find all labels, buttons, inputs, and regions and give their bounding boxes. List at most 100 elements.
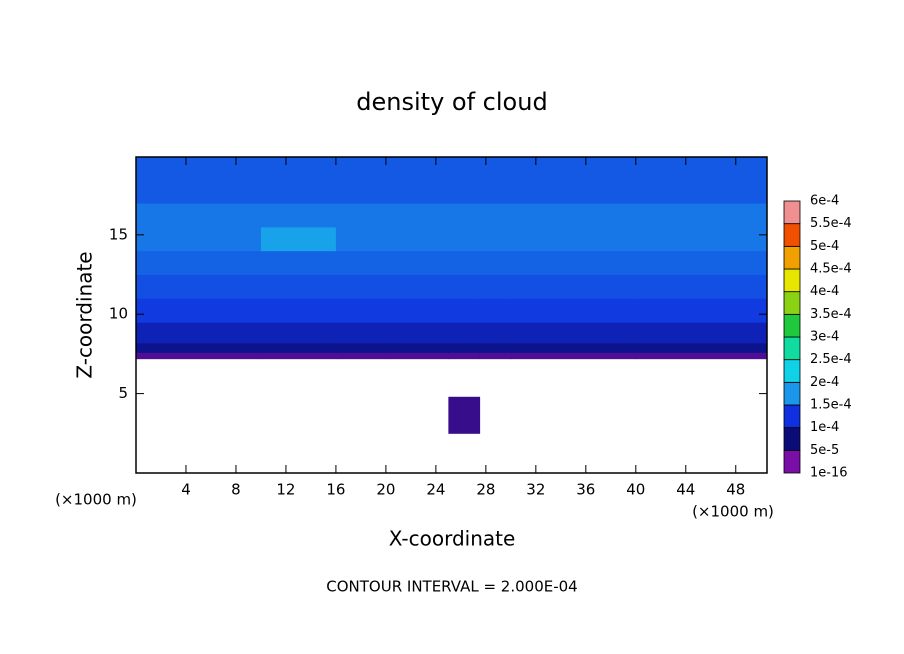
contour-cell bbox=[479, 226, 512, 252]
colorbar-label: 5e-5 bbox=[810, 443, 839, 458]
contour-cell bbox=[448, 226, 481, 252]
contour-cell bbox=[260, 342, 337, 353]
colorbar-box bbox=[783, 336, 801, 361]
colorbar-box bbox=[783, 245, 801, 270]
contour-cell bbox=[260, 322, 337, 344]
colorbar-box bbox=[783, 427, 801, 451]
contour-cell bbox=[448, 274, 481, 299]
contour-cell bbox=[635, 203, 768, 228]
y-tick-label: 15 bbox=[109, 225, 128, 243]
contour-cell bbox=[260, 274, 337, 299]
contour-cell bbox=[335, 250, 387, 276]
contour-cell bbox=[448, 396, 481, 434]
colorbar-box bbox=[783, 268, 801, 293]
contour-cell bbox=[136, 274, 262, 299]
colorbar-label: 1e-16 bbox=[810, 466, 848, 481]
colorbar-label: 1.5e-4 bbox=[810, 398, 852, 413]
colorbar-box bbox=[783, 223, 801, 247]
colorbar-box bbox=[783, 359, 801, 383]
colorbar-label: 2.5e-4 bbox=[810, 352, 852, 367]
contour-cell bbox=[479, 352, 512, 360]
contour-cell bbox=[448, 342, 481, 353]
colorbar-label: 1e-4 bbox=[810, 420, 839, 435]
contour-cell bbox=[510, 226, 637, 252]
contour-cell bbox=[635, 352, 768, 360]
x-tick-label: 8 bbox=[231, 481, 241, 499]
contour-cell bbox=[260, 352, 337, 360]
colorbar-label: 4.5e-4 bbox=[810, 262, 852, 277]
contour-cell bbox=[479, 322, 512, 344]
contour-cell bbox=[385, 298, 449, 323]
x-axis-label: X-coordinate bbox=[389, 527, 516, 551]
contour-cell bbox=[479, 203, 512, 228]
contour-cell bbox=[479, 250, 512, 276]
contour-cell bbox=[385, 322, 449, 344]
contour-cell bbox=[335, 274, 387, 299]
x-tick-label: 12 bbox=[276, 481, 295, 499]
y-unit-label: (×1000 m) bbox=[55, 491, 137, 509]
contour-cell bbox=[448, 250, 481, 276]
colorbar-label: 4e-4 bbox=[810, 284, 839, 299]
contour-cell bbox=[448, 352, 481, 360]
x-tick-label: 32 bbox=[526, 481, 545, 499]
contour-cell bbox=[510, 250, 637, 276]
contour-cell bbox=[136, 157, 262, 204]
colorbar-label: 3e-4 bbox=[810, 330, 839, 345]
x-tick-label: 16 bbox=[326, 481, 345, 499]
contour-cell bbox=[510, 342, 637, 353]
contour-cell bbox=[510, 352, 637, 360]
contour-cell bbox=[385, 342, 449, 353]
contour-cell bbox=[635, 298, 768, 323]
y-tick-label: 10 bbox=[109, 305, 128, 323]
colorbar-label: 6e-4 bbox=[810, 194, 839, 209]
contour-cell bbox=[335, 352, 387, 360]
colorbar-box bbox=[783, 313, 801, 338]
contour-cell bbox=[136, 298, 262, 323]
x-tick-label: 24 bbox=[426, 481, 445, 499]
colorbar-box bbox=[783, 404, 801, 429]
contour-cell bbox=[385, 352, 449, 360]
colorbar-box bbox=[783, 449, 801, 474]
x-tick-label: 48 bbox=[726, 481, 745, 499]
contour-cell bbox=[635, 342, 768, 353]
contour-cell bbox=[448, 322, 481, 344]
contour-cell bbox=[335, 322, 387, 344]
contour-cell bbox=[479, 298, 512, 323]
x-tick-label: 4 bbox=[181, 481, 191, 499]
x-unit-label: (×1000 m) bbox=[692, 503, 774, 521]
y-axis-label: Z-coordinate bbox=[73, 251, 97, 378]
x-tick-label: 36 bbox=[576, 481, 595, 499]
contour-cell bbox=[635, 322, 768, 344]
colorbar-box bbox=[783, 291, 801, 315]
colorbar-label: 2e-4 bbox=[810, 375, 839, 390]
y-tick-label: 5 bbox=[118, 384, 128, 402]
contour-cell bbox=[385, 274, 449, 299]
contour-cell bbox=[448, 203, 481, 228]
chart-title: density of cloud bbox=[356, 88, 547, 116]
contour-cell bbox=[448, 157, 481, 204]
contour-cell bbox=[510, 203, 637, 228]
contour-cell bbox=[385, 250, 449, 276]
contour-cell bbox=[335, 157, 387, 204]
x-tick-label: 28 bbox=[476, 481, 495, 499]
contour-cell bbox=[136, 226, 262, 252]
contour-cell bbox=[448, 298, 481, 323]
contour-cell bbox=[335, 342, 387, 353]
x-tick-label: 40 bbox=[626, 481, 645, 499]
contour-cell bbox=[335, 203, 387, 228]
x-tick-label: 44 bbox=[676, 481, 695, 499]
colorbar-label: 3.5e-4 bbox=[810, 307, 852, 322]
contour-cell bbox=[510, 274, 637, 299]
contour-cell bbox=[510, 157, 637, 204]
annotation: CONTOUR INTERVAL = 2.000E-04 bbox=[326, 578, 577, 596]
contour-cell bbox=[385, 203, 449, 228]
contour-cell bbox=[136, 352, 262, 360]
contour-cell bbox=[260, 203, 337, 228]
contour-cell bbox=[479, 157, 512, 204]
contour-cell bbox=[136, 342, 262, 353]
plot-frame bbox=[135, 156, 768, 474]
contour-cell bbox=[479, 274, 512, 299]
contour-cell bbox=[260, 157, 337, 204]
contour-cell bbox=[260, 298, 337, 323]
